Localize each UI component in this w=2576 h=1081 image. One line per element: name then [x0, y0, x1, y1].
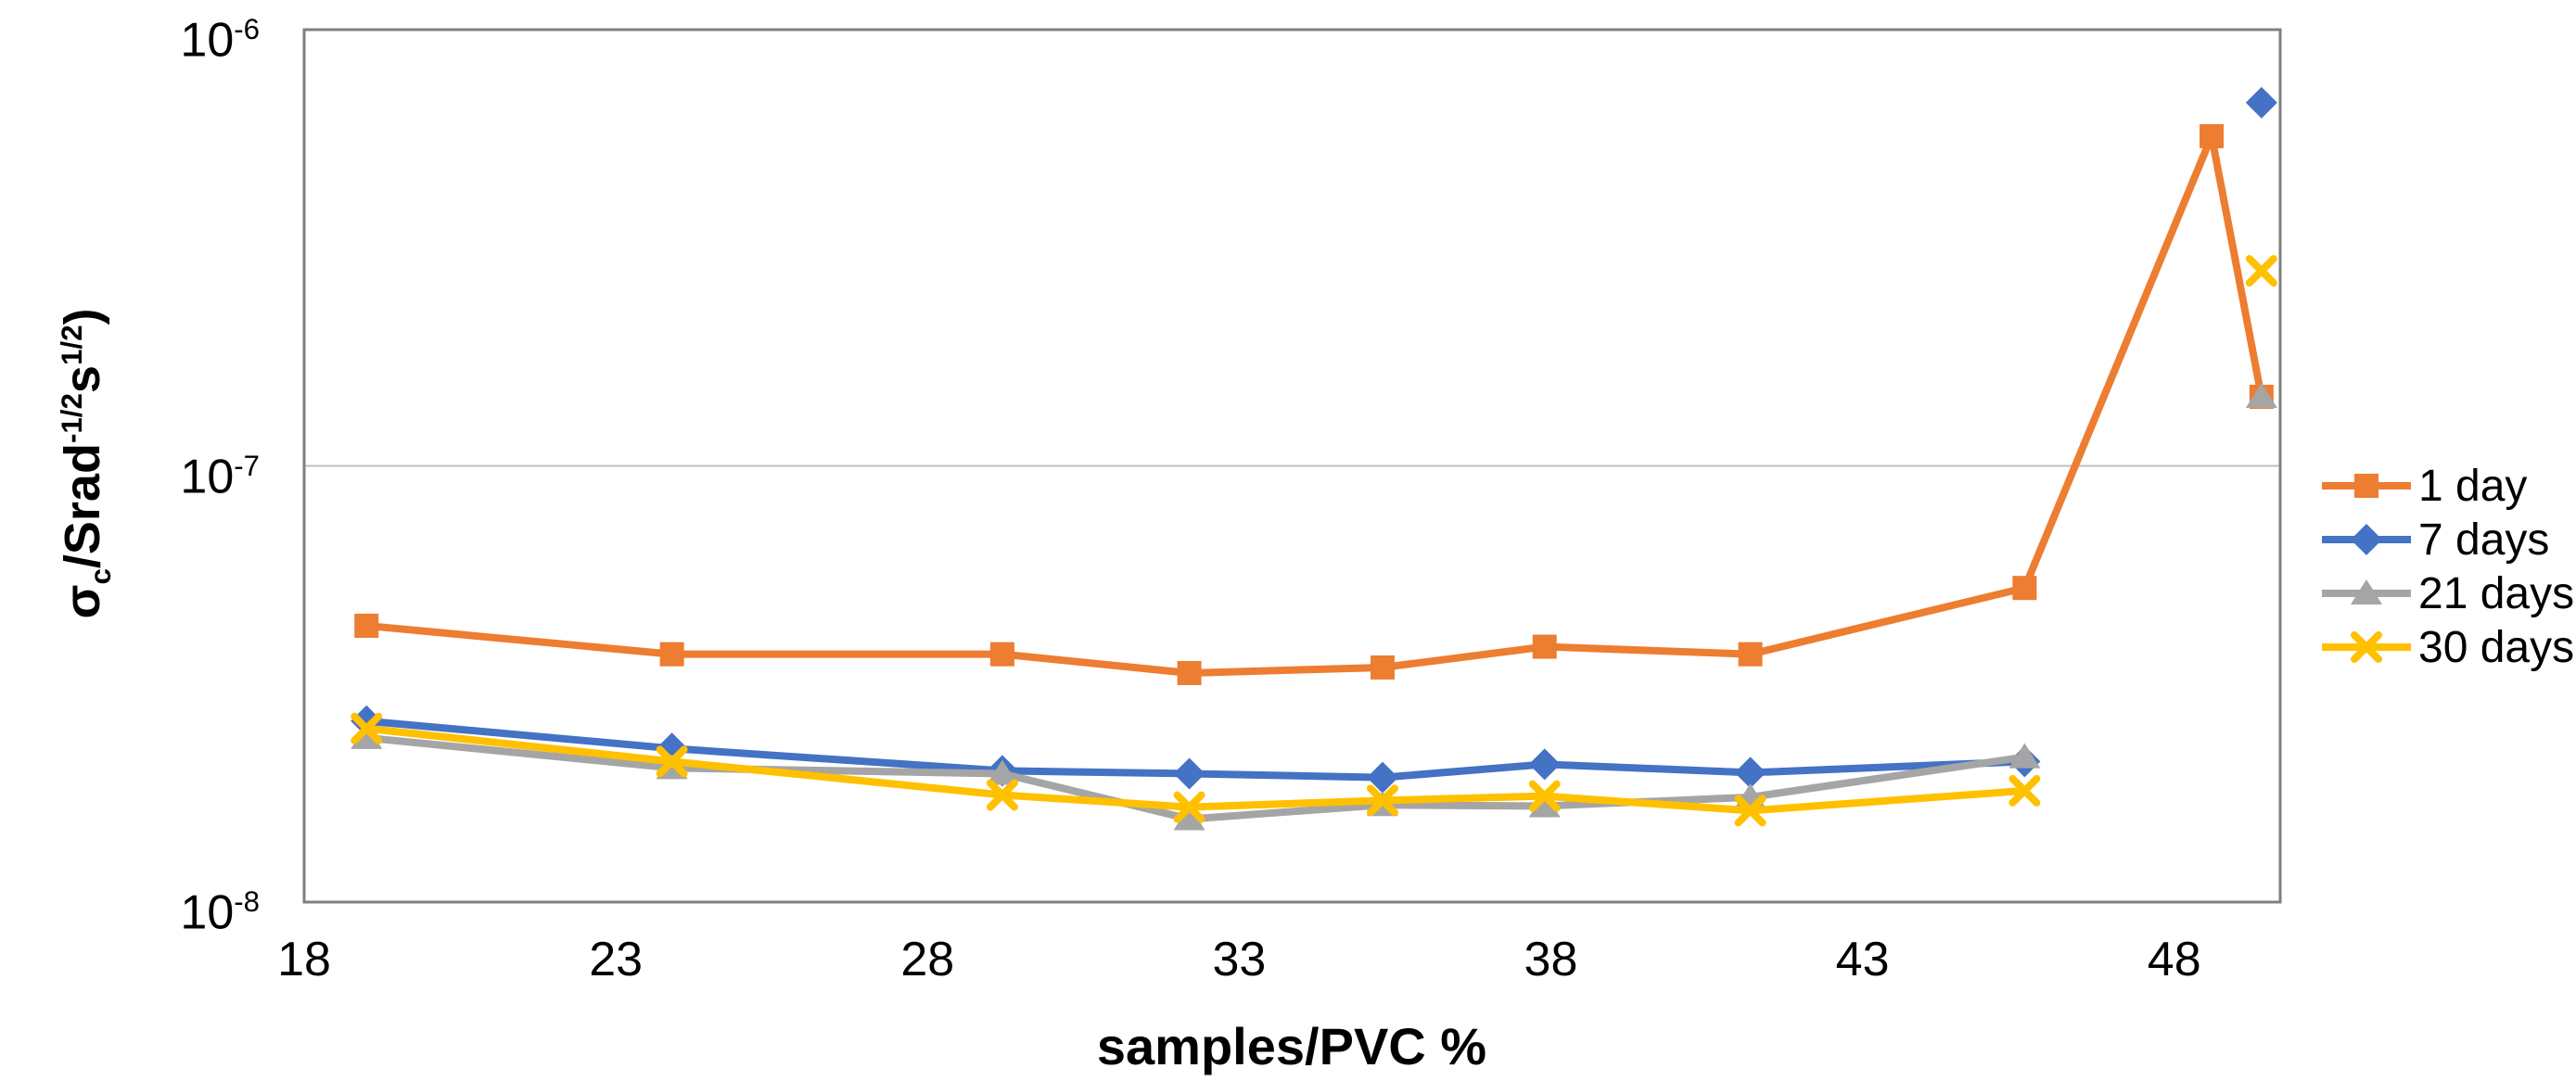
marker-x-30-days	[2351, 631, 2382, 663]
marker-x-30-days	[1734, 795, 1766, 827]
marker-diamond-7-days	[1734, 757, 1766, 789]
x-tick-label: 43	[1835, 933, 1890, 986]
legend-marker-icon-7-days	[2322, 524, 2411, 555]
series-30-days	[351, 255, 2277, 827]
marker-square-1-day	[989, 642, 1014, 667]
marker-diamond-7-days	[1173, 757, 1205, 790]
marker-triangle-21-days	[2351, 579, 2382, 604]
x-tick-label: 38	[1524, 933, 1578, 986]
marker-triangle-21-days	[1173, 805, 1205, 831]
x-tick-label: 18	[277, 933, 331, 986]
x-tick-label: 23	[589, 933, 644, 986]
legend-label-21-days: 21 days	[2418, 568, 2575, 618]
x-tick-label: 28	[900, 933, 955, 986]
marker-x-30-days	[1528, 780, 1561, 812]
marker-x-30-days	[2245, 255, 2277, 287]
marker-square-1-day	[1370, 655, 1395, 680]
plot-border	[302, 28, 2282, 904]
marker-triangle-21-days	[1528, 792, 1561, 818]
legend-marker-icon-1-day	[2322, 474, 2411, 498]
marker-triangle-21-days	[986, 759, 1018, 785]
marker-x-30-days	[1366, 784, 1398, 817]
marker-x-30-days	[656, 745, 688, 778]
marker-square-1-day	[2200, 123, 2225, 148]
y-tick-label: 10-8	[180, 885, 260, 940]
y-tick-label: 10-7	[180, 449, 260, 503]
legend-marker-icon-30-days	[2322, 631, 2411, 663]
marker-square-1-day	[354, 613, 379, 638]
marker-triangle-21-days	[2009, 743, 2041, 769]
marker-triangle-21-days	[351, 723, 383, 749]
series-7-days	[351, 86, 2277, 794]
marker-square-1-day	[1532, 634, 1557, 659]
marker-square-1-day	[2354, 474, 2378, 498]
series-line-1-day	[363, 132, 2265, 677]
series-1-day	[354, 123, 2274, 685]
y-tick-label: 10-6	[180, 13, 260, 68]
legend: 1 day 7 days 21 days 30 days	[2320, 459, 2574, 674]
marker-x-30-days	[2009, 774, 2041, 807]
legend-marker-icon-21-days	[2322, 579, 2411, 604]
legend-label-7-days: 7 days	[2418, 515, 2550, 565]
marker-square-1-day	[1738, 642, 1763, 667]
marker-diamond-7-days	[1366, 761, 1398, 794]
legend-label-1-day: 1 day	[2418, 461, 2528, 511]
marker-x-30-days	[986, 779, 1018, 811]
series-line-7-days	[363, 717, 2029, 782]
legend-item-7-days: 7 days	[2320, 513, 2574, 566]
x-tick-label: 33	[1212, 933, 1267, 986]
y-axis-title: σc/Srad-1/2s1/2)	[55, 308, 117, 619]
marker-x-30-days	[1173, 791, 1205, 823]
legend-item-30-days: 30 days	[2320, 620, 2574, 674]
marker-diamond-7-days	[1528, 748, 1561, 781]
marker-x-30-days	[351, 712, 383, 744]
legend-label-30-days: 30 days	[2418, 622, 2575, 672]
series-21-days	[351, 382, 2277, 831]
legend-item-21-days: 21 days	[2320, 566, 2574, 620]
marker-square-1-day	[2012, 576, 2037, 601]
marker-diamond-7-days	[2245, 86, 2277, 119]
marker-diamond-7-days	[2351, 524, 2382, 555]
x-axis-title: samples/PVC %	[1096, 1017, 1487, 1075]
marker-square-1-day	[1177, 660, 1202, 685]
series-line-30-days	[363, 724, 2029, 815]
x-tick-label: 48	[2147, 933, 2201, 986]
marker-square-1-day	[659, 642, 684, 667]
marker-triangle-21-days	[2245, 382, 2277, 408]
legend-item-1-day: 1 day	[2320, 459, 2574, 513]
